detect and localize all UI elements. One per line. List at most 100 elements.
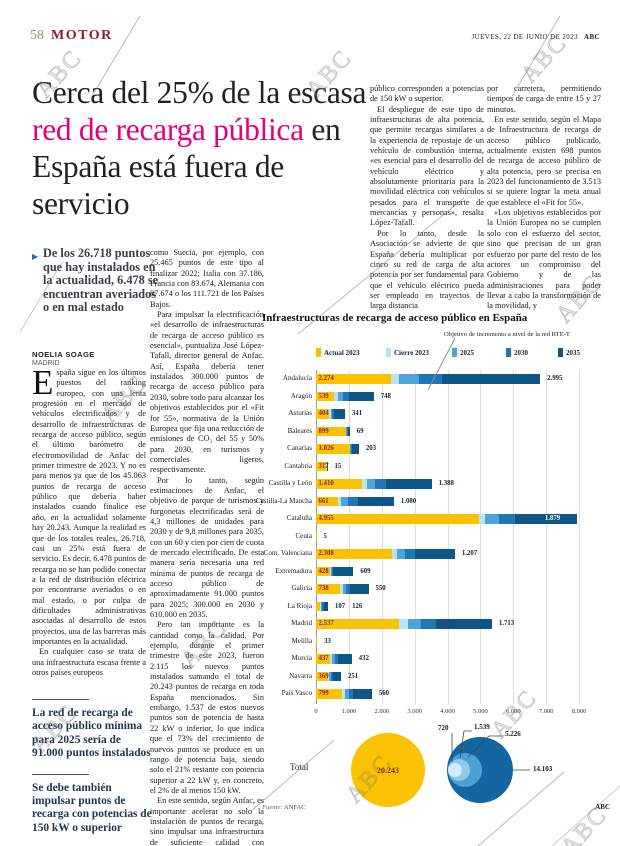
article-paragraph: En este sentido, según el Mapa de Infrae…: [487, 115, 601, 207]
ring-label-14103: 14.103: [533, 765, 553, 773]
infographic-chart: Infraestructuras de recarga de acceso pú…: [256, 312, 612, 846]
bar-value-label: 404: [318, 410, 329, 417]
bar-target-label: 1.879: [544, 515, 561, 522]
region-label: Com. Valenciana: [263, 549, 312, 557]
source-name: ANFAC: [283, 804, 306, 811]
article-column-4: por carretera, permitiendo tiempos de ca…: [487, 84, 601, 312]
legend-swatch: [386, 348, 391, 357]
bar-segment: [328, 671, 330, 681]
chart-row: Galicia 738 550: [262, 580, 612, 598]
region-label: Melilla: [291, 636, 313, 645]
page-number: 58: [30, 28, 44, 43]
bullet-arrow-icon: ▶: [32, 251, 39, 261]
bar-segment: [352, 444, 359, 454]
article-paragraph: Por lo tanto, según estimaciones de Anfa…: [150, 475, 264, 620]
region-label: Canarias: [287, 444, 312, 452]
stacked-bar: 1.410 1.388: [316, 479, 454, 489]
bar-segment: [386, 479, 432, 489]
bar-segment: [485, 514, 499, 524]
bar-segment: [316, 566, 331, 576]
bar-segment: [316, 601, 320, 611]
bar-segment: [351, 444, 353, 454]
bar-segment: [330, 566, 333, 576]
region-label: Ceuta: [295, 531, 312, 540]
bar-segment: [337, 391, 343, 401]
bar-segment: [316, 654, 331, 664]
region-label: Galicia: [291, 584, 312, 592]
bar-segment: [349, 444, 351, 454]
bar-value-label: 2.308: [318, 550, 334, 557]
chart-row: Castilla y León 1.410 1.388: [262, 475, 612, 493]
gridline: [579, 370, 580, 704]
bar-value-label: 317: [318, 462, 329, 470]
x-axis-tick: 0: [314, 708, 318, 715]
legend-swatch: [452, 348, 457, 357]
bar-segment: [330, 409, 333, 419]
headline-pre: Cerca del 25% de la escasa: [32, 75, 367, 110]
article-paragraph: En cualquier caso se trata de una infrae…: [32, 647, 146, 677]
chart-row: Madrid 2.537 1.713: [262, 615, 612, 633]
bar-segment: [367, 479, 376, 489]
chart-row: Murcia 437 432: [262, 650, 612, 668]
chart-row: Canarias 1.026 203: [262, 440, 612, 458]
drop-cap: E: [32, 363, 54, 402]
legend-label: 2030: [514, 348, 528, 357]
region-label: Cantabria: [284, 461, 312, 470]
legend-item: Cierre 2023: [386, 348, 429, 357]
quote-rule: [32, 699, 89, 700]
total-value: 20.243: [377, 765, 399, 775]
chart-row: Baleares 899 69: [262, 423, 612, 441]
legend-swatch: [506, 348, 511, 357]
bar-segment: [418, 374, 442, 384]
bar-segment: [515, 514, 577, 524]
bar-segment: [415, 549, 455, 559]
region-label: Murcia: [291, 654, 313, 662]
bar-segment: [350, 584, 369, 594]
legend-item: 2025: [452, 348, 474, 357]
article-paragraph: público corresponden a potencias de 150 …: [370, 84, 484, 104]
stacked-bar: 5: [316, 531, 327, 541]
chart-row: Navarra 369 251: [262, 668, 612, 686]
gridline: [546, 370, 548, 704]
chart-row: Cataluña 4.955 1.879: [262, 510, 612, 528]
region-label: Asturias: [288, 409, 312, 417]
bar-end-label: 341: [351, 410, 363, 418]
bar-segment: [345, 426, 347, 436]
chart-row: Melilla 33: [262, 633, 612, 651]
bar-segment: [407, 619, 421, 629]
bar-value-label: 899: [318, 427, 329, 435]
bar-segment: [390, 374, 399, 384]
source-prefix: Fuente:: [262, 804, 283, 811]
bar-segment: [326, 461, 328, 471]
brand-abc: ABC: [584, 33, 600, 41]
bar-segment: [398, 374, 419, 384]
bar-segment: [435, 619, 492, 629]
bar-value-label: 661: [318, 497, 329, 505]
gridline: [513, 370, 515, 704]
bar-segment: [391, 549, 397, 559]
bar-segment: [347, 426, 350, 436]
bar-segment: [337, 496, 341, 506]
bar-value-label: 369: [318, 672, 329, 680]
bar-segment: [362, 479, 368, 489]
bar-end-label: 15: [334, 462, 342, 470]
bar-end-label: 251: [347, 672, 359, 680]
article-column-3: público corresponden a potencias de 150 …: [370, 84, 484, 312]
bar-segment: [329, 409, 331, 419]
bar-end-label: 1.207: [461, 550, 478, 558]
bar-segment: [316, 479, 363, 489]
bar-segment: [333, 409, 345, 419]
bar-end-label: 560: [378, 690, 390, 698]
bar-segment: [399, 619, 408, 629]
pull-quotes: La red de recarga de acceso público míni…: [32, 699, 152, 846]
chart-row: País Vasco 799 560: [262, 685, 612, 703]
gridline: [381, 370, 383, 704]
bar-segment: [316, 426, 346, 436]
pull-quote: La red de recarga de acceso público míni…: [32, 699, 152, 761]
bar-end-label: 609: [360, 567, 371, 575]
bar-end-label: 432: [358, 655, 369, 663]
bar-end-label: 2.995: [547, 375, 563, 383]
bar-segment: [316, 391, 334, 401]
bar-value-label: 1.026: [318, 445, 334, 452]
total-label: Total: [290, 762, 309, 772]
